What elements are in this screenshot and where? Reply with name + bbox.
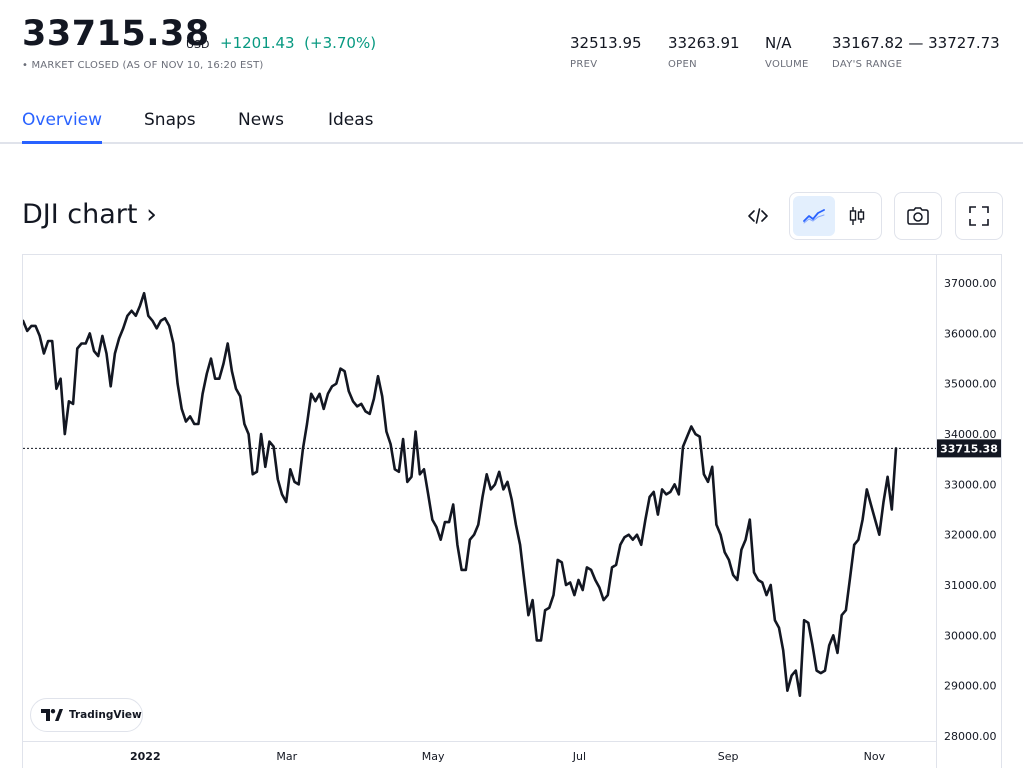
stat-volume: N/A VOLUME bbox=[765, 34, 809, 70]
stat-value: 33167.82 — 33727.73 bbox=[832, 34, 1000, 52]
tradingview-logo-icon bbox=[41, 709, 63, 721]
snapshot-button[interactable] bbox=[894, 192, 942, 240]
y-tick-label: 37000.00 bbox=[944, 277, 997, 290]
change-percent: (+3.70%) bbox=[304, 34, 377, 52]
line-chart-icon bbox=[803, 209, 825, 224]
tab-ideas[interactable]: Ideas bbox=[328, 110, 374, 130]
fullscreen-button[interactable] bbox=[955, 192, 1003, 240]
y-tick-label: 32000.00 bbox=[944, 529, 997, 542]
tradingview-label: TradingView bbox=[69, 709, 142, 721]
y-tick-label: 29000.00 bbox=[944, 680, 997, 693]
last-price: 33715.38 bbox=[22, 14, 210, 54]
x-tick-label: 2022 bbox=[130, 750, 161, 763]
line-chart-button[interactable] bbox=[793, 196, 835, 236]
last-price-tag bbox=[937, 439, 1001, 458]
candlestick-icon bbox=[849, 207, 865, 225]
fullscreen-icon bbox=[969, 206, 989, 226]
stat-prev: 32513.95 PREV bbox=[570, 34, 642, 70]
x-tick-label: Sep bbox=[718, 750, 739, 763]
y-tick-label: 30000.00 bbox=[944, 629, 997, 642]
change-value: +1201.43 bbox=[220, 34, 295, 52]
price-change: +1201.43 (+3.70%) bbox=[220, 34, 376, 52]
stat-open: 33263.91 OPEN bbox=[668, 34, 740, 70]
stat-value: N/A bbox=[765, 34, 792, 52]
code-icon bbox=[748, 208, 768, 224]
chart-title-link[interactable]: DJI chart › bbox=[22, 199, 157, 230]
stat-label: PREV bbox=[570, 59, 598, 70]
y-tick-label: 31000.00 bbox=[944, 579, 997, 592]
x-tick-label: Mar bbox=[276, 750, 297, 763]
market-status: • MARKET CLOSED (AS OF NOV 10, 16:20 EST… bbox=[22, 60, 264, 71]
y-tick-label: 34000.00 bbox=[944, 428, 997, 441]
y-tick-label: 28000.00 bbox=[944, 730, 997, 743]
chart-style-toggle bbox=[789, 192, 882, 240]
tab-bar: Overview Snaps News Ideas bbox=[0, 104, 1023, 144]
camera-icon bbox=[907, 207, 929, 225]
x-tick-label: May bbox=[422, 750, 445, 763]
embed-button[interactable] bbox=[736, 192, 780, 240]
stat-days-range: 33167.82 — 33727.73 DAY'S RANGE bbox=[832, 34, 1000, 70]
currency-label: USD bbox=[186, 38, 210, 51]
tab-overview[interactable]: Overview bbox=[22, 110, 103, 144]
x-tick-label: Nov bbox=[864, 750, 886, 763]
last-price-tag-label: 33715.38 bbox=[940, 442, 998, 455]
tab-news[interactable]: News bbox=[238, 110, 284, 130]
stat-label: VOLUME bbox=[765, 59, 809, 70]
stat-label: OPEN bbox=[668, 59, 697, 70]
price-series-line bbox=[23, 291, 898, 698]
price-chart-svg: 37000.00 36000.00 35000.00 34000.00 33000.00… bbox=[23, 255, 1001, 768]
y-tick-label: 36000.00 bbox=[944, 327, 997, 340]
tradingview-badge[interactable]: TradingView bbox=[30, 698, 143, 732]
stat-value: 33263.91 bbox=[668, 34, 740, 52]
stat-label: DAY'S RANGE bbox=[832, 59, 903, 70]
quote-header: 33715.38 USD +1201.43 (+3.70%) • MARKET … bbox=[0, 0, 1023, 90]
x-tick-label: Jul bbox=[572, 750, 586, 763]
tab-snaps[interactable]: Snaps bbox=[144, 110, 196, 130]
candlestick-button[interactable] bbox=[836, 196, 878, 236]
chart-area[interactable]: 37000.00 36000.00 35000.00 34000.00 33000.00… bbox=[22, 254, 1002, 768]
y-tick-label: 35000.00 bbox=[944, 378, 997, 391]
y-tick-label: 33000.00 bbox=[944, 478, 997, 491]
stat-value: 32513.95 bbox=[570, 34, 642, 52]
